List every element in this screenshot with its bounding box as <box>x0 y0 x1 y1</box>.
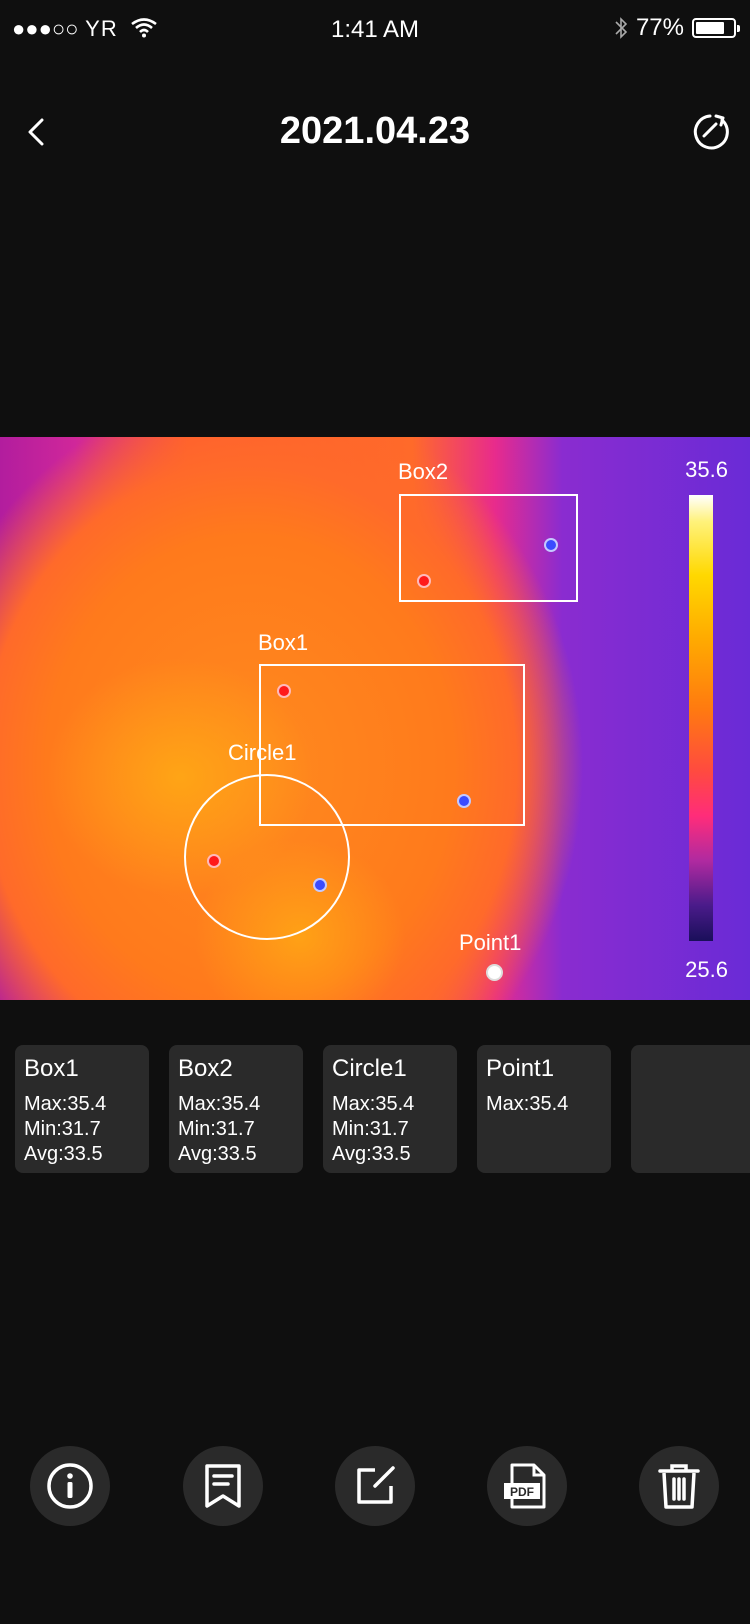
pdf-icon: PDF <box>504 1463 546 1509</box>
bluetooth-icon <box>615 17 628 39</box>
card-empty[interactable] <box>631 1045 750 1173</box>
chevron-left-icon[interactable] <box>18 112 58 152</box>
card-min: Min:31.7 <box>332 1118 409 1140</box>
info-icon <box>47 1463 93 1509</box>
card-box2[interactable]: Box2 Max:35.4 Min:31.7 Avg:33.5 <box>169 1045 303 1173</box>
card-avg: Avg:33.5 <box>332 1143 411 1165</box>
scale-min-value: 25.6 <box>685 957 728 982</box>
point1-marker[interactable] <box>486 964 503 981</box>
delete-button[interactable] <box>639 1446 719 1526</box>
circle1-max-marker <box>207 854 221 868</box>
edit-button[interactable] <box>335 1446 415 1526</box>
card-title: Circle1 <box>332 1055 407 1082</box>
card-title: Box2 <box>178 1055 233 1082</box>
box2-max-marker <box>417 574 431 588</box>
card-avg: Avg:33.5 <box>178 1143 257 1165</box>
card-box1[interactable]: Box1 Max:35.4 Min:31.7 Avg:33.5 <box>15 1045 149 1173</box>
card-max: Max:35.4 <box>486 1093 569 1115</box>
card-max: Max:35.4 <box>178 1093 261 1115</box>
point1-label: Point1 <box>459 930 522 955</box>
circle1-region[interactable] <box>184 774 350 940</box>
color-scale-bar <box>689 495 713 941</box>
battery-icon <box>692 18 740 38</box>
carrier: ●●●○○ YR <box>12 16 157 42</box>
info-button[interactable] <box>30 1446 110 1526</box>
measurement-cards[interactable]: Box1 Max:35.4 Min:31.7 Avg:33.5 Box2 Max… <box>15 1045 750 1175</box>
card-max: Max:35.4 <box>24 1093 107 1115</box>
wifi-icon <box>131 18 157 38</box>
box1-label: Box1 <box>258 630 309 655</box>
edit-icon <box>357 1466 395 1504</box>
box1-max-marker <box>277 684 291 698</box>
page-title: 2021.04.23 <box>279 110 471 152</box>
carrier-name: YR <box>85 16 118 41</box>
card-avg: Avg:33.5 <box>24 1143 103 1165</box>
status-time: 1:41 AM <box>330 16 420 43</box>
box2-region[interactable] <box>399 494 578 602</box>
bottom-toolbar: PDF <box>0 1446 750 1528</box>
card-max: Max:35.4 <box>332 1093 415 1115</box>
box2-min-marker <box>544 538 558 552</box>
circle1-min-marker <box>313 878 327 892</box>
box1-min-marker <box>457 794 471 808</box>
pdf-icon-text: PDF <box>510 1485 534 1499</box>
refresh-icon[interactable] <box>688 110 732 154</box>
box1-region[interactable] <box>259 664 525 826</box>
card-min: Min:31.7 <box>24 1118 101 1140</box>
battery-percent: 77% <box>635 14 684 41</box>
note-icon <box>205 1464 241 1508</box>
card-title: Point1 <box>486 1055 555 1082</box>
status-bar: ●●●○○ YR 1:41 AM 77% <box>0 0 750 60</box>
card-circle1[interactable]: Circle1 Max:35.4 Min:31.7 Avg:33.5 <box>323 1045 457 1173</box>
card-min: Min:31.7 <box>178 1118 255 1140</box>
box2-label: Box2 <box>398 459 449 484</box>
card-point1[interactable]: Point1 Max:35.4 <box>477 1045 611 1173</box>
scale-max-value: 35.6 <box>685 457 728 482</box>
pdf-export-button[interactable]: PDF <box>487 1446 567 1526</box>
thermal-image[interactable]: Box2 Box1 Circle1 Point1 35.6 25.6 <box>0 437 750 1000</box>
nav-bar: 2021.04.23 <box>0 92 750 172</box>
note-button[interactable] <box>183 1446 263 1526</box>
trash-icon <box>658 1464 700 1509</box>
card-title: Box1 <box>24 1055 79 1082</box>
signal-strength-icon: ●●●○○ <box>12 16 79 41</box>
circle1-label: Circle1 <box>228 740 297 765</box>
